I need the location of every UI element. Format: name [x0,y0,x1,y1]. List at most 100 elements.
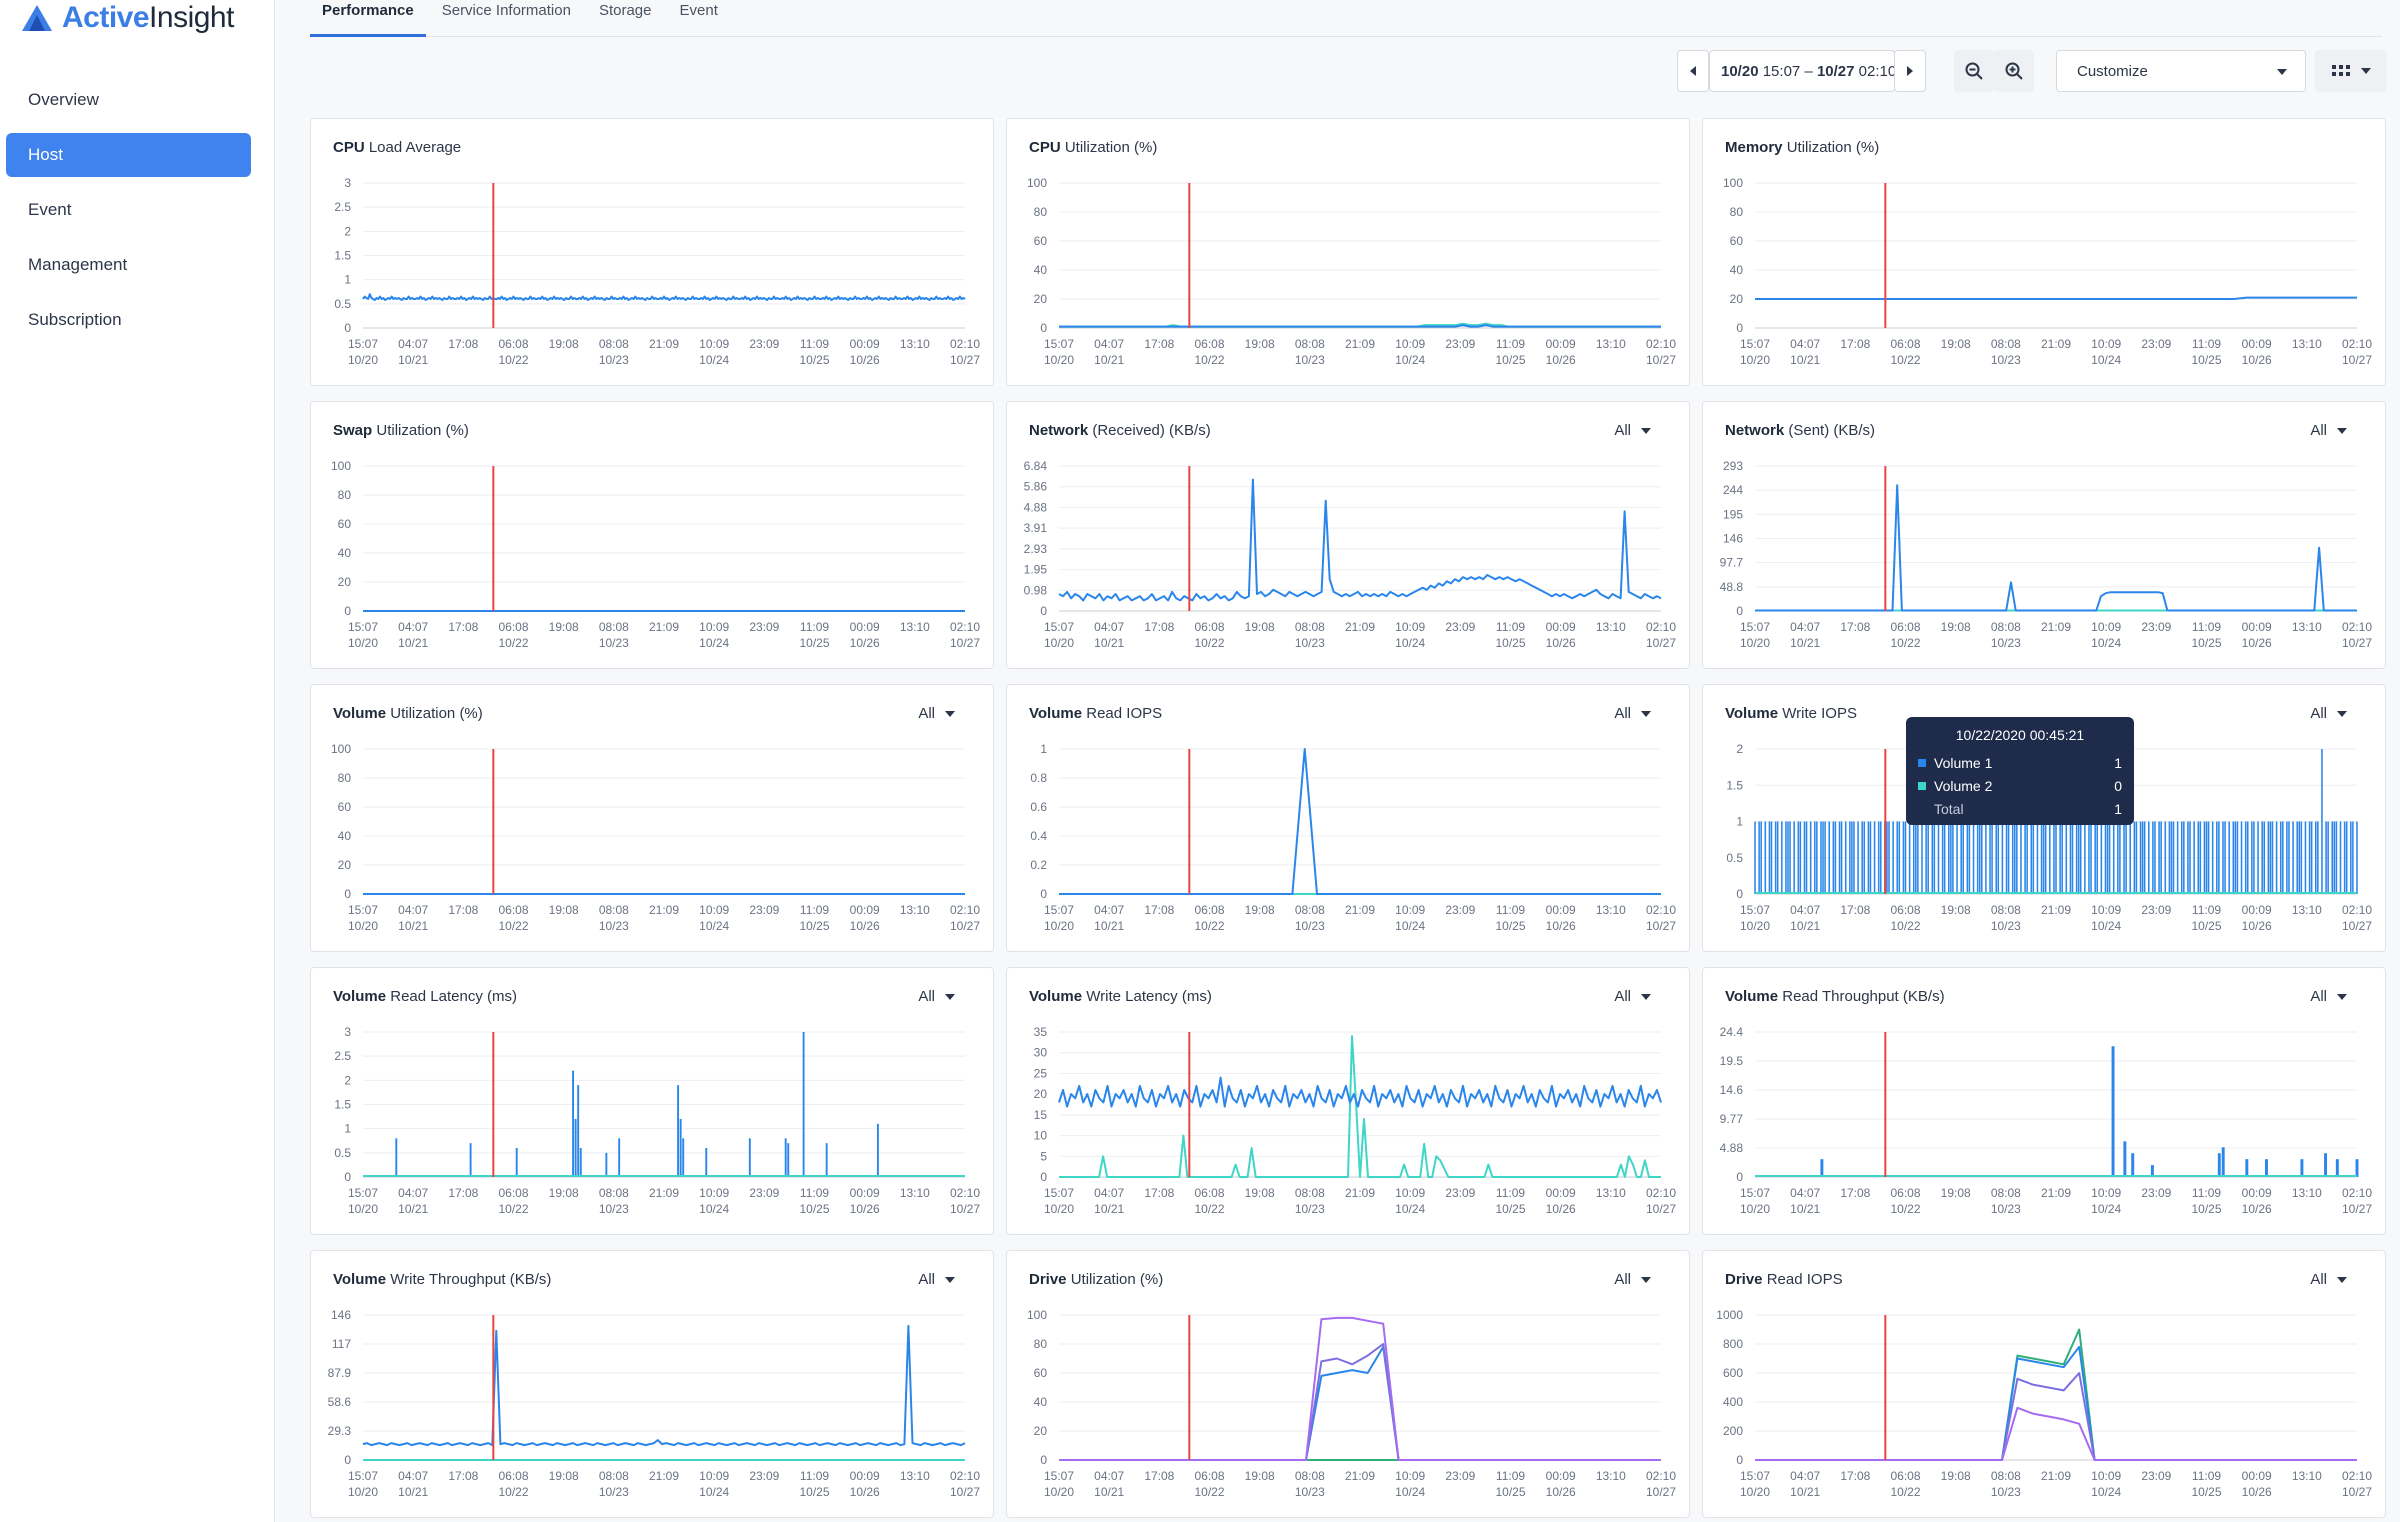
x-tick-time: 08:08 [1991,620,2021,634]
series-line [1755,484,2357,612]
y-tick-label: 0 [344,887,351,901]
x-tick-time: 02:10 [2342,1469,2372,1483]
x-tick-date: 10/25 [1495,1485,1525,1499]
chart-filter-dropdown[interactable]: All [1614,422,1651,439]
next-range-button[interactable] [1894,50,1926,92]
x-tick-time: 15:07 [1740,620,1770,634]
x-tick-date: 10/20 [1740,636,1770,650]
chart-filter-dropdown[interactable]: All [918,1271,955,1288]
y-tick-label: 5 [1040,1149,1047,1163]
x-tick-time: 02:10 [2342,903,2372,917]
chart-plot[interactable]: 0 20 40 60 80 100 15:07 10/20 04:07 10/21 17:08 06:… [311,402,995,670]
chart-plot[interactable]: 0 20 40 60 80 100 15:07 10/20 04:07 10/21 17:08 06:… [1007,119,1691,387]
tab-performance[interactable]: Performance [310,0,426,37]
sidebar-item-overview[interactable]: Overview [6,78,251,122]
x-tick-time: 00:09 [2242,1186,2272,1200]
bar-mark [395,1138,398,1177]
x-tick-date: 10/25 [2191,636,2221,650]
x-tick-date: 10/26 [1546,353,1576,367]
chevron-down-icon [945,994,955,1001]
chart-filter-dropdown[interactable]: All [1614,705,1651,722]
tab-event[interactable]: Event [679,2,718,19]
chart-filter-dropdown[interactable]: All [2310,422,2347,439]
x-tick-date: 10/27 [950,1202,980,1216]
bar-mark [2314,821,2317,894]
x-tick-date: 10/23 [1295,353,1325,367]
x-tick-time: 10:09 [699,903,729,917]
y-tick-label: 15 [1034,1108,1048,1122]
chart-filter-dropdown[interactable]: All [918,988,955,1005]
sidebar-item-label: Management [28,255,128,274]
chart-plot[interactable]: 0 200 400 600 800 1000 15:07 10/20 04:07 10/21 17:… [1703,1251,2387,1519]
y-tick-label: 20 [1034,1424,1048,1438]
bar-mark [2001,821,2004,894]
chart-plot[interactable]: 0 48.8 97.7 146 195 244 293 15:07 10/20 04:07 10/2… [1703,402,2387,670]
chart-plot[interactable]: 0 29.3 58.6 87.9 117 146 15:07 10/20 04:07 10/21 1… [311,1251,995,1519]
x-tick-time: 04:07 [398,337,428,351]
chart-filter-dropdown[interactable]: All [918,705,955,722]
customize-select[interactable]: Customize [2056,50,2306,92]
chevron-down-icon [2277,69,2287,75]
bar-mark [2125,821,2127,894]
chart-plot[interactable]: 0 0.5 1 1.5 2 15:07 10/20 04:07 10/21 17:08 06:08 1… [1703,685,2387,953]
bar-mark [1912,821,1915,894]
chart-panel-swap-util: Swap Utilization (%) 0 20 40 60 80 100 15:07 10/… [310,401,994,669]
chart-plot[interactable]: 0 5 10 15 20 25 30 35 15:07 10/20 04:07 10/21 17:08 0… [1007,968,1691,1236]
zoom-out-button[interactable] [1954,50,1994,92]
bar-mark [2044,821,2047,894]
chart-filter-dropdown[interactable]: All [1614,988,1651,1005]
sidebar-item-management[interactable]: Management [6,243,251,287]
x-tick-time: 08:08 [1991,1469,2021,1483]
y-tick-label: 0.5 [1726,851,1743,865]
bar-mark [2176,821,2179,894]
bar-mark [1937,821,1940,894]
y-tick-label: 1 [1040,742,1047,756]
bar-mark [2292,821,2294,894]
chart-filter-dropdown[interactable]: All [2310,1271,2347,1288]
time-range-display[interactable]: 10/20 15:07 – 10/27 02:10 [1709,50,1896,92]
bar-mark [1896,821,1899,894]
tab-storage[interactable]: Storage [598,2,652,19]
chart-filter-dropdown[interactable]: All [1614,1271,1651,1288]
app-logo[interactable]: ActiveInsight [20,0,234,36]
bar-mark [2275,821,2278,894]
bar-mark [572,1070,575,1177]
chart-plot[interactable]: 0 0.98 1.95 2.93 3.91 4.88 5.86 6.84 15:07 10/20 0… [1007,402,1691,670]
layout-grid-button[interactable] [2315,50,2387,92]
x-tick-time: 08:08 [1295,903,1325,917]
chart-plot[interactable]: 0 20 40 60 80 100 15:07 10/20 04:07 10/21 17:08 06:… [1703,119,2387,387]
y-tick-label: 0 [1040,1453,1047,1467]
chart-plot[interactable]: 0 0.5 1 1.5 2 2.5 3 15:07 10/20 04:07 10/21 17:08 06… [311,119,995,387]
chart-plot[interactable]: 0 4.88 9.77 14.6 19.5 24.4 15:07 10/20 04:07 10/2… [1703,968,2387,1236]
x-tick-time: 11:09 [1496,1469,1525,1483]
tab-service-information[interactable]: Service Information [441,2,571,19]
chart-plot[interactable]: 0 0.5 1 1.5 2 2.5 3 15:07 10/20 04:07 10/21 17:08 06… [311,968,995,1236]
x-tick-time: 13:10 [1596,620,1626,634]
x-tick-time: 11:09 [1496,1186,1525,1200]
x-tick-time: 19:08 [1941,903,1971,917]
chart-plot[interactable]: 0 0.2 0.4 0.6 0.8 1 15:07 10/20 04:07 10/21 17:08 0… [1007,685,1691,953]
bar-mark [1861,821,1863,894]
y-tick-label: 87.9 [328,1366,352,1380]
x-tick-time: 00:09 [1546,1469,1576,1483]
bar-mark [2228,821,2230,894]
zoom-in-button[interactable] [1994,50,2034,92]
chart-plot[interactable]: 0 20 40 60 80 100 15:07 10/20 04:07 10/21 17:08 06:… [311,685,995,953]
x-tick-date: 10/25 [799,353,829,367]
bar-mark [2296,821,2298,894]
bar-mark [748,1138,751,1177]
bar-mark [2071,821,2074,894]
prev-range-button[interactable] [1677,50,1709,92]
chart-plot[interactable]: 0 20 40 60 80 100 15:07 10/20 04:07 10/21 17:08 06:… [1007,1251,1691,1519]
sidebar-item-event[interactable]: Event [6,188,251,232]
x-tick-time: 02:10 [2342,1186,2372,1200]
x-tick-time: 15:07 [1044,903,1074,917]
sidebar-item-host[interactable]: Host [6,133,251,177]
series-line [1059,324,1661,328]
chart-panel-vol-write-lat: Volume Write Latency (ms) All 0 5 10 15 20 25 30… [1006,967,1690,1235]
chart-filter-dropdown[interactable]: All [2310,988,2347,1005]
bar-mark [2059,821,2061,894]
bar-mark [1754,821,1756,894]
sidebar-item-subscription[interactable]: Subscription [6,298,251,342]
chart-filter-dropdown[interactable]: All [2310,705,2347,722]
